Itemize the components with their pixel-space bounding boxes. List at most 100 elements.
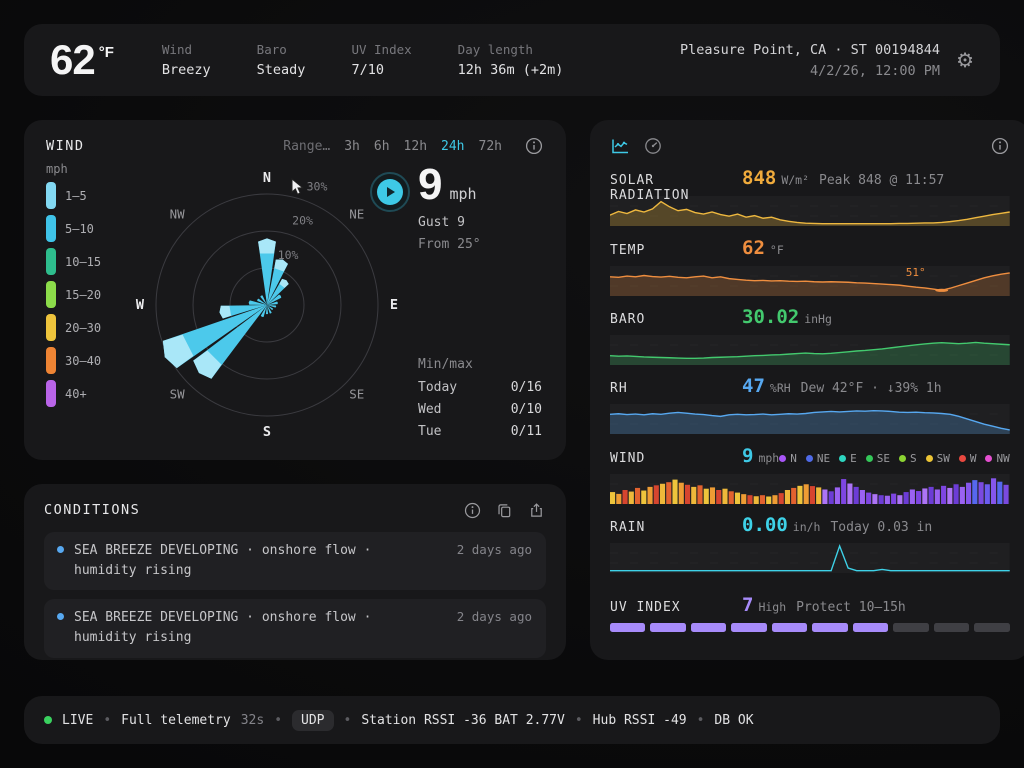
chart-area (610, 404, 1010, 435)
direction-legend-item: W (958, 451, 977, 465)
status-text: Full telemetry (121, 712, 231, 728)
minmax-value: 0/11 (510, 424, 542, 439)
legend-swatch (46, 248, 56, 275)
chart-extra: Today 0.03 in (830, 520, 933, 536)
range-option-6h[interactable]: 6h (373, 138, 390, 154)
line-chart-view-icon[interactable] (610, 136, 630, 156)
temperature-unit: °F (98, 44, 114, 61)
direction-legend-item: S (898, 452, 917, 465)
rose-petal (267, 305, 277, 308)
chart-area (610, 543, 1010, 573)
direction-dot (839, 454, 847, 462)
compass-label-NW: NW (170, 207, 186, 222)
status-text: 32s (240, 712, 265, 728)
header-right: Pleasure Point, CA · ST 00194844 4/2/26,… (680, 42, 974, 79)
legend-item: 5–10 (46, 215, 118, 242)
chart-row-header: RAIN 0.00 in/h Today 0.03 in (610, 514, 1010, 536)
compass-label-W: W (136, 297, 145, 313)
status-separator: • (343, 712, 352, 728)
station-info: Pleasure Point, CA · ST 00194844 4/2/26,… (680, 42, 940, 79)
condition-timestamp: 2 days ago (456, 609, 532, 625)
mouse-cursor-icon (290, 177, 306, 200)
settings-gear-icon[interactable]: ⚙ (956, 48, 974, 72)
direction-label: NW (996, 451, 1010, 465)
direction-label: W (969, 451, 977, 465)
stat-label: UV Index (351, 42, 412, 57)
direction-legend-item: SW (925, 451, 950, 465)
share-icon[interactable] (526, 500, 546, 520)
gauge-view-icon[interactable] (643, 136, 663, 156)
chart-value: 7 (742, 594, 754, 617)
chart-row-header: TEMP 62 °F (610, 237, 1010, 259)
range-option-24h[interactable]: 24h (441, 138, 465, 154)
status-bar: LIVE • Full telemetry 32s • UDP • Station RSSI … (24, 696, 1000, 744)
chart-unit: W/m² (781, 173, 810, 188)
ring-label: 30% (307, 180, 328, 194)
header-bar: 62 °F Wind Breezy Baro Steady UV Index 7/10 Day… (24, 24, 1000, 96)
wind-speed-value: 9 (418, 160, 443, 209)
stat-value: Steady (256, 62, 306, 78)
chart-unit: inHg (804, 312, 832, 327)
direction-legend-item: E (839, 452, 857, 465)
main-content: WIND Range… 3h 6h 12h 24h 72h mph 1–5 5–10 10–… (24, 120, 1024, 660)
chart-row-baro: BARO 30.02 inHg (610, 301, 1010, 370)
uv-segment (933, 623, 970, 633)
uv-segment (771, 623, 808, 633)
range-option-72h[interactable]: 72h (478, 138, 502, 154)
chart-label: UV INDEX (610, 600, 681, 616)
current-datetime: 4/2/26, 12:00 PM (810, 62, 941, 79)
copy-icon[interactable] (494, 500, 514, 520)
condition-timestamp: 2 days ago (456, 542, 532, 557)
wind-from-direction: From 25° (418, 237, 481, 253)
rose-petal (248, 300, 267, 305)
conditions-actions (462, 500, 546, 520)
wind-speed-unit: mph (449, 185, 477, 204)
rose-petal (267, 305, 274, 311)
wind-direction-legend: N NE E SE S SW W NW (779, 452, 1010, 465)
legend-swatch (46, 215, 56, 242)
rose-petal (260, 305, 267, 317)
range-option-3h[interactable]: 3h (344, 138, 360, 154)
direction-label: N (790, 451, 797, 465)
status-text: LIVE (62, 712, 94, 728)
direction-label: SW (936, 451, 950, 465)
legend-swatch (46, 314, 56, 341)
legend-item-label: 40+ (65, 386, 87, 401)
header-stat: Day length 12h 36m (+2m) (458, 42, 564, 78)
info-icon[interactable] (462, 500, 482, 520)
chart-row-header: RH 47 %RH Dew 42°F · ↓39% 1h (610, 375, 1010, 397)
chart-label: RAIN (610, 520, 646, 536)
charts-panel-toolbar (610, 134, 1010, 158)
compass-label-E: E (390, 297, 398, 313)
uv-index-bar (610, 623, 1010, 633)
legend-item: 30–40 (46, 347, 118, 374)
minmax-day: Today (418, 380, 458, 395)
legend-swatch (46, 380, 56, 407)
chart-row-header: BARO 30.02 inHg (610, 306, 1010, 328)
wind-panel-title: WIND (46, 138, 85, 154)
status-separator: • (103, 712, 112, 728)
info-icon[interactable] (524, 136, 544, 156)
header-stat: UV Index 7/10 (351, 42, 411, 78)
range-option-12h[interactable]: 12h (403, 138, 428, 154)
status-separator: • (696, 712, 705, 728)
direction-legend-item: SE (865, 452, 890, 465)
condition-bullet-icon (57, 613, 64, 621)
chart-value: 0.00 (742, 514, 788, 537)
uv-segment (690, 623, 727, 633)
compass-label-N: N (263, 170, 271, 186)
minmax-value: 0/10 (510, 402, 542, 417)
legend-item-label: 5–10 (65, 221, 94, 236)
condition-item[interactable]: SEA BREEZE DEVELOPING · onshore flow · h… (44, 532, 546, 591)
chart-extra: Dew 42°F · ↓39% 1h (800, 381, 942, 397)
condition-item[interactable]: SEA BREEZE DEVELOPING · onshore flow · h… (44, 599, 546, 658)
station-location: Pleasure Point, CA · ST 00194844 (679, 41, 941, 58)
current-temperature: 62 °F (50, 36, 114, 84)
chart-unit: High (758, 600, 787, 615)
direction-dot (805, 454, 813, 462)
condition-text: SEA BREEZE DEVELOPING · onshore flow · h… (74, 543, 372, 579)
uv-segment (650, 623, 686, 633)
chart-label: TEMP (610, 242, 646, 258)
play-button[interactable] (370, 172, 410, 212)
info-icon[interactable] (990, 136, 1010, 156)
